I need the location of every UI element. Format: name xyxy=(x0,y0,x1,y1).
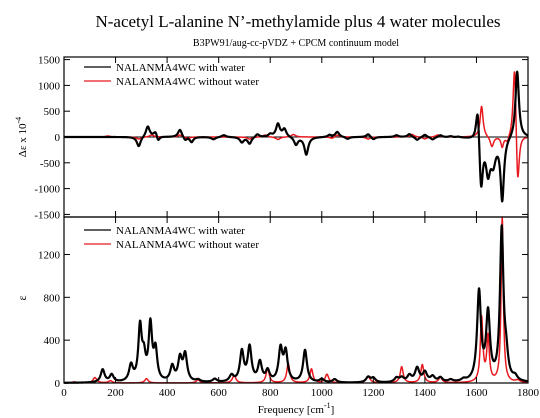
cd-spectrum-panel: Δε x 10-4 NALANMA4WC with water NALANMA4… xyxy=(14,55,529,221)
bottom-legend: NALANMA4WC with water NALANMA4WC without… xyxy=(84,225,259,251)
x-axis-label: Frequency [cm-1] xyxy=(258,401,335,416)
bottom-plot-frame xyxy=(63,216,529,384)
x-tick-label: 1600 xyxy=(465,387,488,399)
top-y-tick-label: -500 xyxy=(40,158,61,170)
top-legend-label-without-water: NALANMA4WC without water xyxy=(116,76,259,88)
bottom-y-axis-label: ε xyxy=(15,295,29,300)
x-tick-label: 1400 xyxy=(414,387,437,399)
x-tick-label: 400 xyxy=(159,387,176,399)
absorption-spectrum-panel: ε NALANMA4WC with water NALANMA4WC witho… xyxy=(15,216,540,399)
bottom-series-without-water-line xyxy=(63,216,529,384)
chart-title: N-acetyl L-alanine N’-methylamide plus 4… xyxy=(95,12,500,31)
x-tick-label: 1200 xyxy=(362,387,385,399)
x-tick-label: 800 xyxy=(262,387,279,399)
top-y-axis-label: Δε x 10-4 xyxy=(14,117,29,157)
bottom-y-tick-label: 1200 xyxy=(38,249,61,261)
top-legend: NALANMA4WC with water NALANMA4WC without… xyxy=(84,62,259,88)
bottom-curves xyxy=(63,216,529,384)
bottom-y-tick-label: 400 xyxy=(44,335,61,347)
top-y-tick-label: 500 xyxy=(44,106,61,118)
bottom-series-with-water-line xyxy=(63,224,529,384)
bottom-legend-label-without-water: NALANMA4WC without water xyxy=(116,239,259,251)
bottom-y-tick-label: 800 xyxy=(44,292,61,304)
top-y-tick-label: -1000 xyxy=(34,184,60,196)
top-curves xyxy=(63,70,529,203)
chart-subtitle: B3PW91/aug-cc-pVDZ + CPCM continuum mode… xyxy=(193,38,399,49)
top-y-tick-label: 0 xyxy=(55,132,61,144)
x-tick-label: 1800 xyxy=(517,387,540,399)
x-tick-label: 200 xyxy=(107,387,124,399)
top-y-tick-label: -1500 xyxy=(34,209,60,221)
x-tick-label: 600 xyxy=(210,387,227,399)
bottom-y-tick-label: 0 xyxy=(55,378,61,390)
x-tick-label: 1000 xyxy=(311,387,334,399)
top-series-with-water-line xyxy=(63,70,529,203)
bottom-legend-label-with-water: NALANMA4WC with water xyxy=(116,225,245,237)
top-y-tick-label: 1500 xyxy=(38,55,61,67)
top-legend-label-with-water: NALANMA4WC with water xyxy=(116,62,245,74)
x-tick-label: 0 xyxy=(61,387,67,399)
top-y-tick-label: 1000 xyxy=(38,80,61,92)
